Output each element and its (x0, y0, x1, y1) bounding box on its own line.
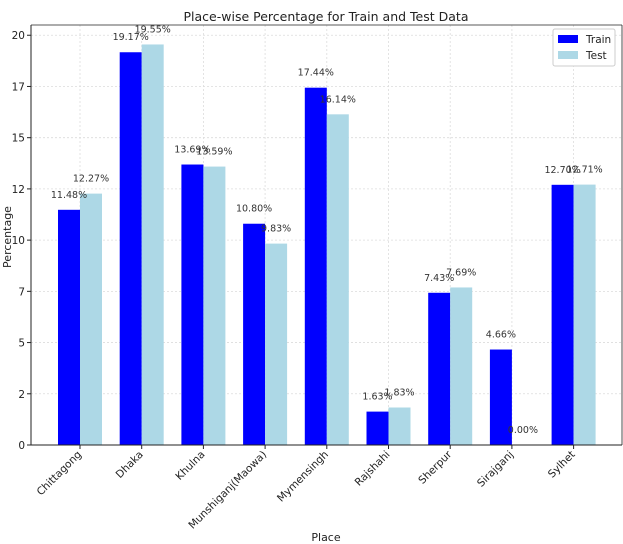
data-label: 19.17% (113, 32, 149, 43)
x-tick-label: Rajshahi (353, 449, 393, 489)
bar-test-khulna (203, 166, 226, 445)
data-label: 4.66% (486, 330, 516, 341)
x-tick-label: Chittagong (35, 449, 84, 498)
bar-train-munshiganj-maowa- (243, 223, 266, 445)
data-label: 1.63% (362, 392, 392, 403)
bar-test-chittagong (80, 193, 102, 445)
data-label: 13.69% (174, 145, 210, 156)
y-tick-label: 20 (12, 30, 25, 42)
data-label: 19.55% (135, 24, 171, 35)
legend-swatch (558, 51, 578, 59)
data-labels: 11.48% 19.17% 13.69% 10.80% 17.44% 1.63% 7.43%… (51, 24, 603, 436)
x-axis-label: Place (311, 531, 340, 544)
data-label: 10.80% (236, 204, 272, 215)
data-label: 7.69% (446, 267, 476, 278)
data-label: 12.71% (566, 165, 602, 176)
data-label: 12.27% (73, 174, 109, 185)
y-axis-label: Percentage (1, 206, 14, 268)
data-label: 11.48% (51, 190, 87, 201)
x-tick-label: Sirajganj (475, 449, 516, 490)
data-label: 9.83% (261, 224, 291, 235)
bar-test-munshiganj-maowa- (265, 243, 288, 445)
bar-train-sylhet (551, 184, 574, 445)
data-label: 12.70% (544, 165, 580, 176)
data-label: 1.83% (384, 388, 414, 399)
bar-test-rajshahi (388, 407, 411, 445)
bar-train-sirajganj (489, 349, 512, 445)
bars (58, 44, 596, 446)
legend-label: Test (585, 50, 607, 62)
data-label: 16.14% (320, 94, 356, 105)
legend-label: Train (585, 34, 611, 46)
legend: Train Test (552, 28, 616, 67)
bar-train-sherpur (428, 292, 451, 445)
chart-title: Place-wise Percentage for Train and Test… (184, 9, 469, 24)
bar-test-mymensingh (326, 114, 349, 445)
bar-test-sherpur (450, 287, 473, 445)
data-label: 13.59% (196, 147, 232, 158)
y-tick-label: 15 (12, 133, 25, 145)
y-tick-label: 12 (12, 184, 25, 196)
x-tick-label: Dhaka (114, 449, 146, 481)
bar-test-dhaka (141, 44, 164, 446)
x-tick-label: Sylhet (546, 449, 578, 481)
bar-train-khulna (181, 164, 204, 445)
legend-swatch (558, 35, 578, 43)
y-tick-label: 2 (18, 389, 25, 401)
bar-train-mymensingh (304, 87, 327, 445)
bar-train-dhaka (119, 52, 142, 445)
y-tick-label: 7 (18, 286, 25, 298)
y-tick-label: 10 (12, 235, 25, 247)
bar-train-rajshahi (366, 411, 389, 445)
x-tick-label: Mymensingh (275, 449, 331, 505)
x-tick-label: Khulna (173, 449, 207, 483)
y-tick-label: 0 (18, 440, 25, 452)
bar-test-sylhet (573, 184, 596, 445)
y-tick-label: 5 (18, 338, 25, 350)
data-label: 7.43% (424, 273, 454, 284)
y-tick-label: 17 (12, 81, 25, 93)
x-tick-label: Sherpur (416, 448, 454, 486)
data-label: 0.00% (508, 425, 538, 436)
bar-train-chittagong (58, 209, 80, 445)
data-label: 17.44% (298, 68, 334, 79)
